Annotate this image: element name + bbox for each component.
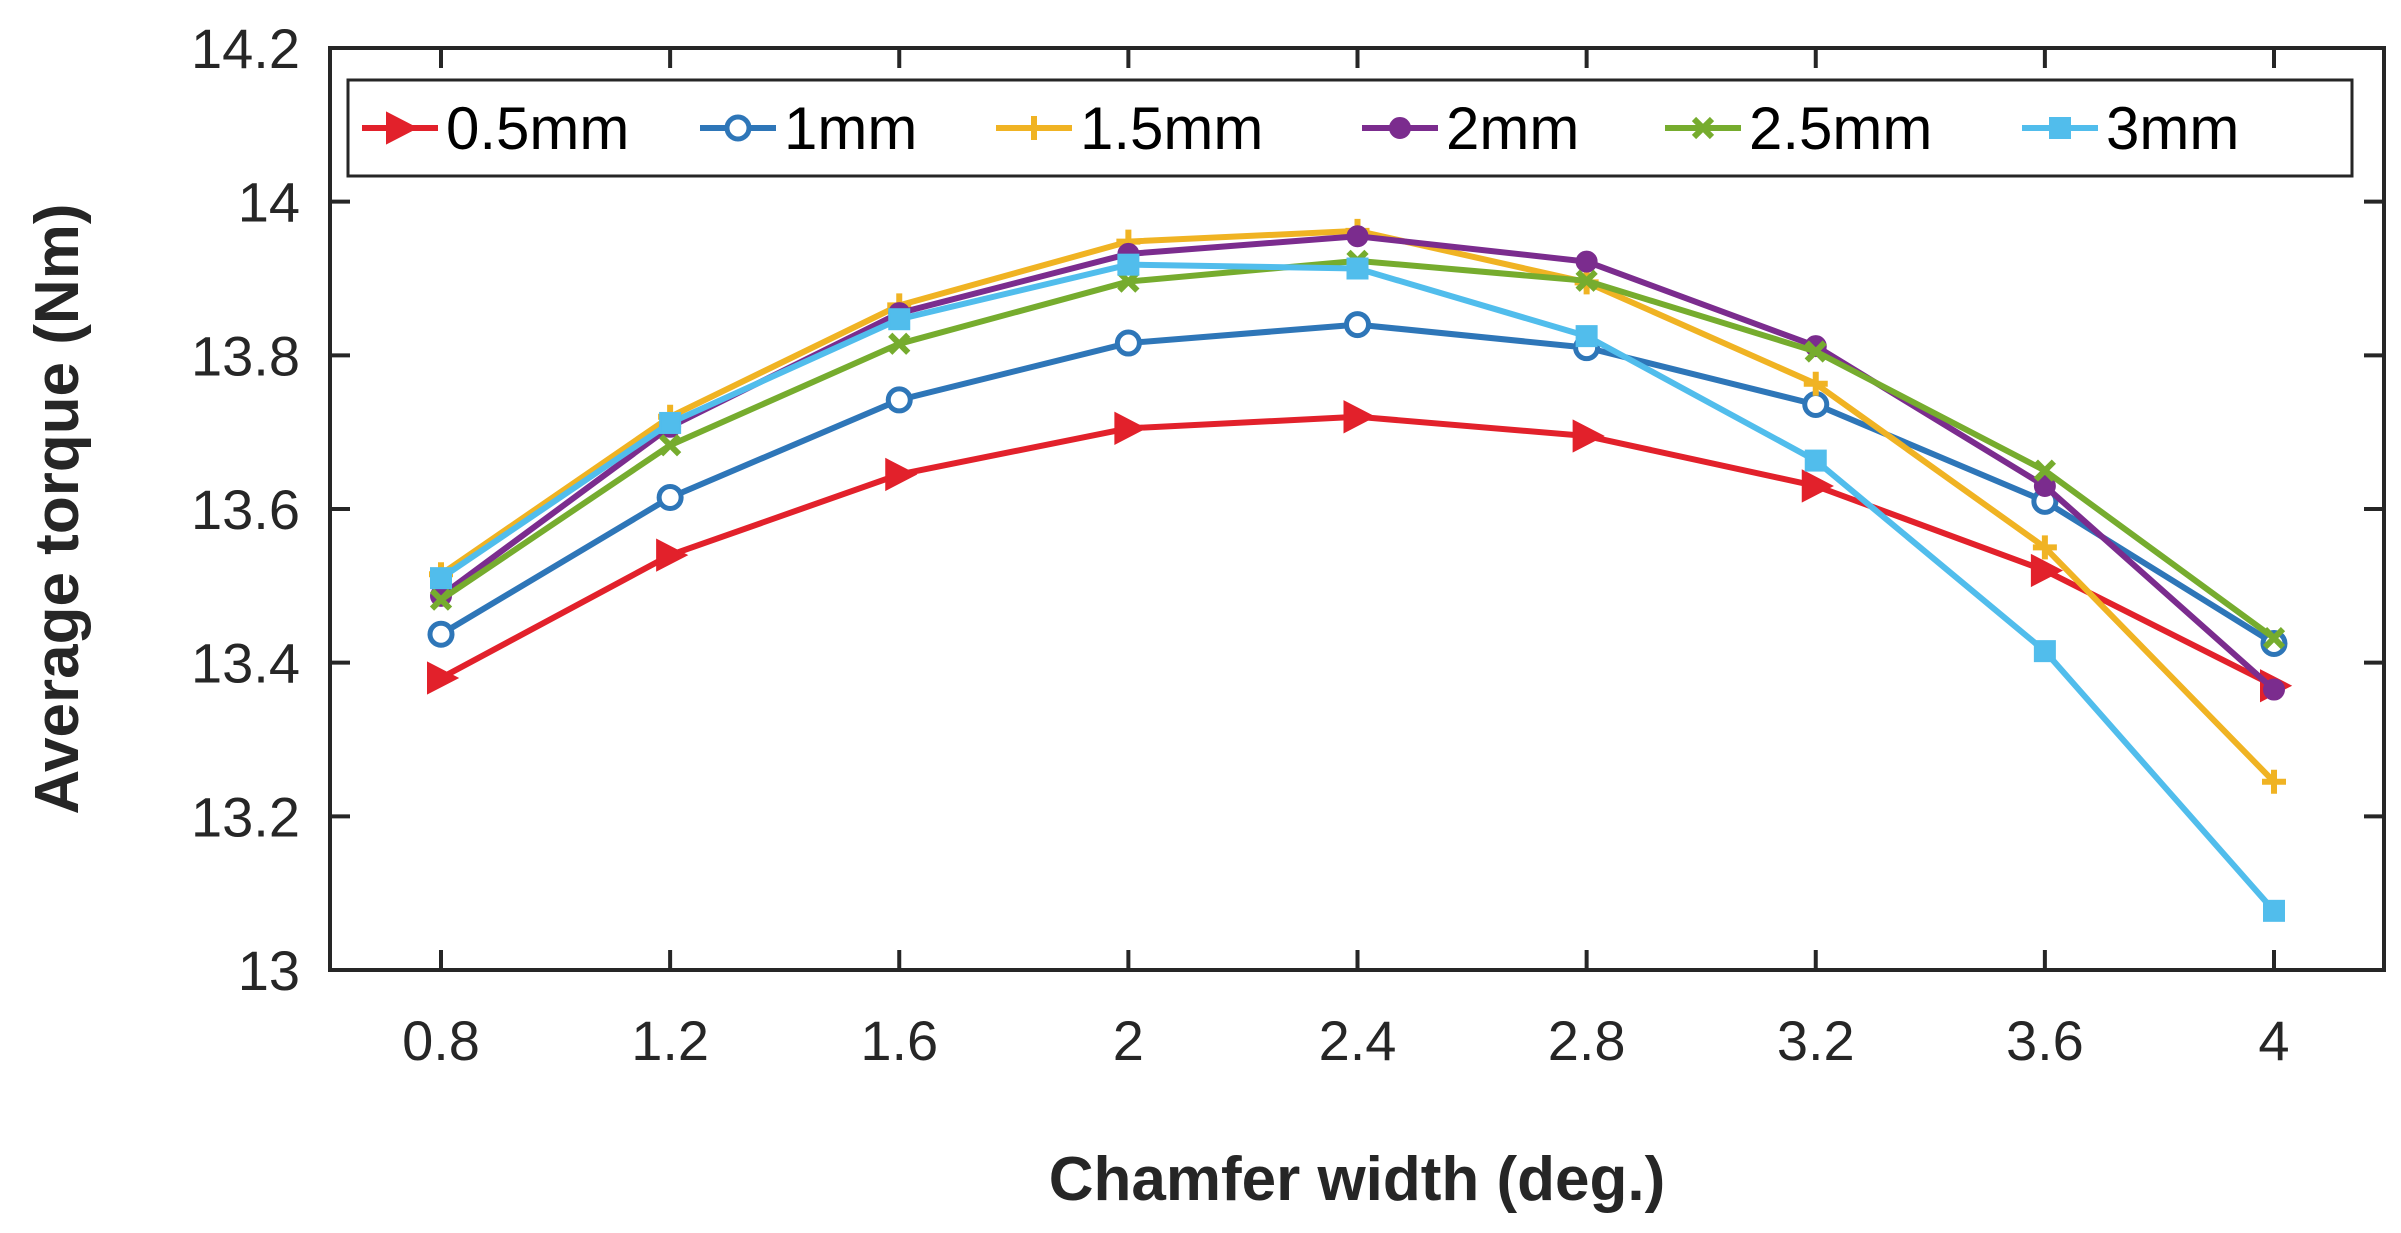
data-point — [1346, 225, 1369, 248]
legend-label: 1mm — [784, 95, 917, 162]
series-0.5mm — [427, 400, 2293, 703]
legend-label: 1.5mm — [1080, 95, 1263, 162]
x-axis-title: Chamfer width (deg.) — [1049, 1145, 1666, 1214]
legend-swatch-marker — [386, 111, 419, 145]
series-3mm — [430, 253, 2285, 922]
data-point — [2033, 459, 2057, 482]
series-1mm — [427, 311, 2288, 657]
data-point — [1114, 411, 1147, 445]
y-tick-label: 13.6 — [191, 478, 300, 541]
legend-item: 2.5mm — [1665, 95, 1932, 162]
x-tick-label: 2.4 — [1319, 1009, 1397, 1072]
series-1.5mm — [429, 218, 2286, 794]
series-line — [439, 321, 2276, 647]
legend-item: 2mm — [1362, 95, 1579, 162]
legend-label: 2mm — [1446, 95, 1579, 162]
x-tick-label: 1.2 — [631, 1009, 709, 1072]
y-tick-label: 14 — [238, 171, 300, 234]
y-tick-label: 13 — [238, 939, 300, 1002]
y-tick-label: 13.2 — [191, 785, 300, 848]
legend-item: 1.5mm — [996, 95, 1263, 162]
legend-swatch-marker — [1022, 116, 1046, 140]
data-point — [656, 538, 689, 572]
data-point — [659, 411, 682, 434]
data-point — [1572, 419, 1605, 453]
y-axis-title: Average torque (Nm) — [23, 204, 92, 815]
series-layer — [427, 218, 2293, 922]
series-line — [439, 233, 2276, 692]
data-point — [2033, 474, 2056, 497]
data-point — [2263, 899, 2285, 922]
data-point — [1802, 391, 1830, 419]
legend-item: 0.5mm — [362, 95, 629, 162]
x-tick-label: 0.8 — [402, 1009, 480, 1072]
data-point — [2263, 678, 2285, 701]
data-point — [427, 661, 460, 695]
x-axis-ticks: 0.8 1.2 1.6 2 2.4 2.8 3.2 3.6 4 — [402, 48, 2290, 1072]
data-point — [1344, 311, 1371, 339]
data-point — [1804, 340, 1827, 363]
legend: 0.5mm 1mm 1.5mm 2mm 2.5mm 3mm — [346, 78, 2354, 178]
y-axis-ticks: 13 13.2 13.4 13.6 13.8 14 14.2 — [191, 17, 2384, 1002]
data-point — [2262, 626, 2286, 650]
legend-item: 3mm — [2022, 95, 2239, 162]
y-tick-label: 14.2 — [191, 17, 300, 80]
x-tick-label: 2 — [1113, 1009, 1144, 1072]
x-tick-label: 4 — [2258, 1009, 2289, 1072]
plot-area-frame — [328, 46, 2386, 972]
legend-swatch-marker — [1691, 116, 1715, 140]
data-point — [656, 483, 684, 511]
y-tick-label: 13.4 — [191, 632, 300, 695]
legend-swatch-marker — [1389, 117, 1411, 139]
data-point — [1114, 329, 1142, 357]
x-tick-label: 2.8 — [1548, 1009, 1626, 1072]
x-tick-label: 3.2 — [1777, 1009, 1855, 1072]
legend-swatch-marker — [724, 114, 752, 142]
data-point — [1346, 257, 1369, 280]
data-point — [1575, 250, 1598, 273]
data-point — [885, 457, 918, 492]
legend-swatch-marker — [2049, 117, 2071, 139]
series-line — [439, 261, 2277, 913]
y-tick-label: 13.8 — [191, 324, 300, 387]
data-point — [427, 620, 455, 648]
legend-label: 3mm — [2106, 95, 2239, 162]
data-point — [888, 332, 911, 355]
data-point — [885, 386, 913, 414]
data-point — [1801, 469, 1834, 503]
series-2mm — [430, 225, 2285, 701]
x-tick-label: 3.6 — [2006, 1009, 2084, 1072]
data-point — [2260, 629, 2288, 657]
data-point — [429, 588, 453, 611]
data-point — [2262, 769, 2286, 794]
data-point — [2033, 640, 2056, 663]
data-point — [2030, 553, 2064, 588]
data-point — [2032, 535, 2057, 560]
data-point — [888, 308, 911, 331]
data-point — [1575, 269, 1598, 292]
data-point — [1343, 400, 1376, 434]
data-point — [430, 567, 452, 590]
x-tick-label: 1.6 — [860, 1009, 938, 1072]
data-point — [659, 434, 682, 457]
data-point — [1804, 449, 1827, 472]
legend-item: 1mm — [700, 95, 917, 162]
legend-label: 0.5mm — [446, 95, 629, 162]
data-point — [1803, 371, 1828, 396]
legend-label: 2.5mm — [1749, 95, 1932, 162]
data-point — [1575, 325, 1598, 348]
legend-box — [346, 78, 2354, 178]
data-point — [1117, 253, 1140, 276]
